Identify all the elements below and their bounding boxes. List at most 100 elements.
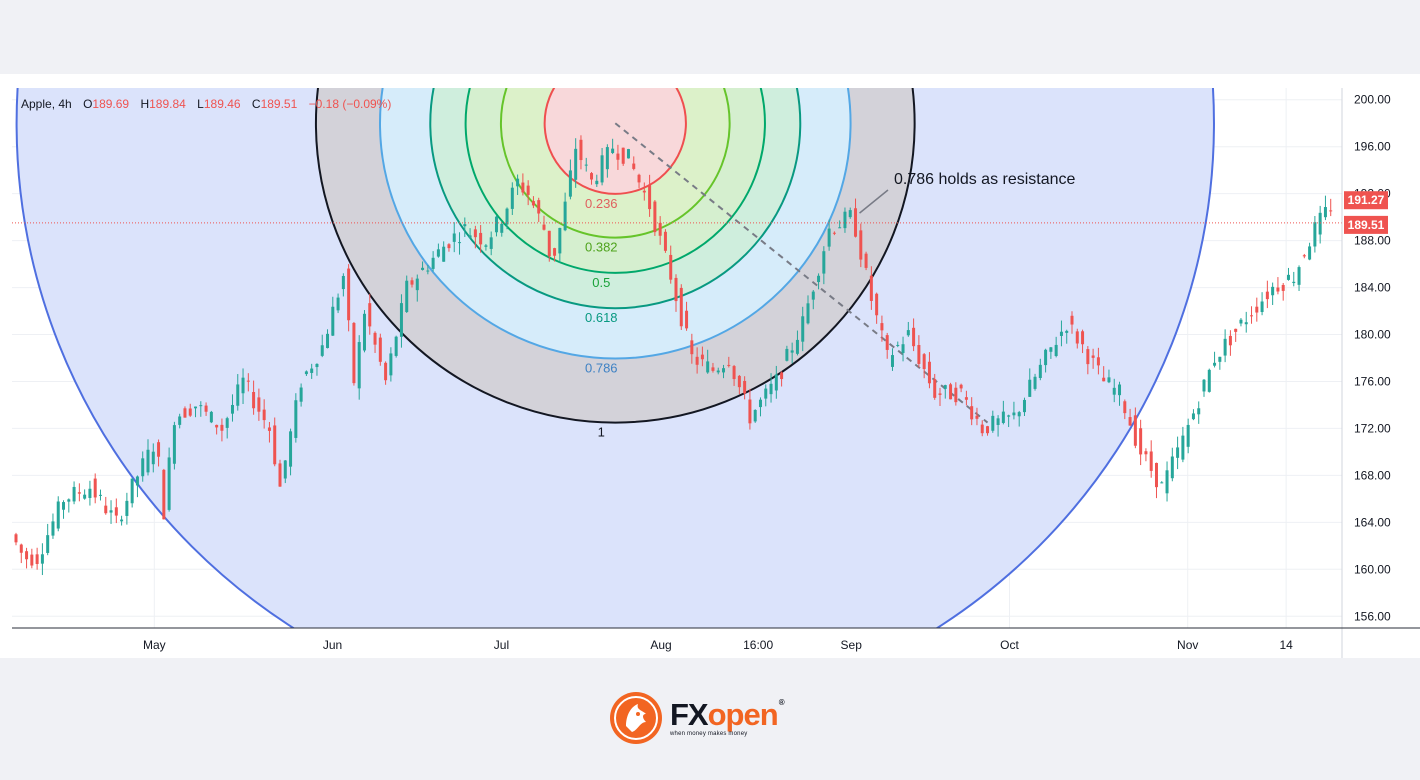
- candle: [1007, 414, 1011, 428]
- candle-body: [711, 367, 715, 371]
- candle: [1260, 292, 1264, 316]
- candle-body: [943, 385, 947, 389]
- candle: [62, 500, 66, 519]
- candle-body: [843, 211, 847, 229]
- candle: [104, 496, 108, 515]
- candle: [574, 138, 578, 188]
- candle-body: [1075, 331, 1079, 344]
- candle: [970, 397, 974, 426]
- candle-body: [817, 275, 821, 283]
- candle: [1091, 348, 1095, 369]
- candle-body: [220, 424, 224, 431]
- candle-body: [452, 233, 456, 242]
- candle: [1286, 267, 1290, 281]
- candle: [114, 498, 118, 524]
- candle: [93, 473, 97, 504]
- candle: [431, 251, 435, 272]
- candle: [1329, 198, 1333, 217]
- candle-body: [368, 303, 372, 327]
- candle: [1281, 282, 1285, 301]
- candle: [927, 352, 931, 389]
- candle-body: [326, 333, 330, 349]
- candle-body: [1133, 415, 1137, 446]
- candle: [162, 468, 166, 520]
- candle-body: [1176, 447, 1180, 458]
- change-value: −0.18 (−0.09%): [308, 97, 392, 111]
- candle: [336, 293, 340, 314]
- candle: [1255, 297, 1259, 322]
- candle-body: [706, 361, 710, 373]
- candle: [769, 373, 773, 403]
- candle: [785, 345, 789, 362]
- candle-body: [590, 173, 594, 180]
- candle: [35, 547, 39, 570]
- candle: [801, 306, 805, 352]
- candle-body: [14, 534, 18, 543]
- candle: [1160, 481, 1164, 484]
- price-tag-label: 189.51: [1348, 218, 1385, 232]
- candle-body: [558, 227, 562, 254]
- candle: [125, 492, 129, 525]
- candle-body: [700, 354, 704, 360]
- candle-body: [600, 155, 604, 183]
- candle-body: [896, 344, 900, 346]
- candle: [1070, 311, 1074, 334]
- candle: [167, 447, 171, 512]
- candle-body: [605, 147, 609, 170]
- candle-body: [970, 406, 974, 420]
- candle: [246, 373, 250, 392]
- candle: [790, 342, 794, 364]
- candle: [46, 523, 50, 556]
- candle-body: [62, 502, 66, 510]
- candle: [1165, 461, 1169, 502]
- candle: [1128, 408, 1132, 426]
- candle-body: [748, 399, 752, 424]
- candle-body: [811, 291, 815, 300]
- candle: [1308, 242, 1312, 261]
- candle-body: [1044, 349, 1048, 366]
- candle: [964, 390, 968, 406]
- candle: [1118, 381, 1122, 406]
- candle: [1297, 265, 1301, 291]
- candle-body: [468, 235, 472, 238]
- candle: [83, 489, 87, 500]
- x-tick-label: Aug: [650, 638, 671, 652]
- x-tick-label: Nov: [1177, 638, 1198, 652]
- candle: [1318, 205, 1322, 244]
- candle-body: [188, 408, 192, 416]
- candle: [220, 418, 224, 442]
- candle: [817, 273, 821, 290]
- candle: [1022, 397, 1026, 417]
- candle-body: [1213, 362, 1217, 366]
- candle: [1213, 351, 1217, 368]
- candle: [1276, 277, 1280, 295]
- candle-body: [215, 424, 219, 428]
- candle-body: [146, 449, 150, 473]
- candle-body: [1086, 349, 1090, 365]
- candle-body: [151, 451, 155, 465]
- candle: [943, 384, 947, 399]
- candle-body: [1302, 255, 1306, 257]
- candle: [215, 424, 219, 435]
- candle: [489, 231, 493, 256]
- candle-body: [125, 500, 129, 516]
- candle: [600, 148, 604, 186]
- candle-body: [35, 554, 39, 564]
- candle: [146, 439, 150, 476]
- candle-body: [722, 368, 726, 373]
- logo-tagline: when money makes money: [670, 731, 748, 737]
- candle-body: [141, 458, 145, 477]
- x-tick-label: Sep: [841, 638, 863, 652]
- candle-body: [162, 469, 166, 520]
- candle-body: [56, 501, 60, 529]
- candle-body: [1186, 424, 1190, 447]
- candle-body: [801, 316, 805, 342]
- candle: [463, 217, 467, 237]
- candle-body: [574, 148, 578, 180]
- candle: [531, 196, 535, 209]
- candle: [252, 380, 256, 415]
- open-value: 189.69: [92, 97, 130, 111]
- fib-level-label: 0.236: [585, 196, 618, 211]
- candle-body: [304, 371, 308, 375]
- candle: [56, 496, 60, 532]
